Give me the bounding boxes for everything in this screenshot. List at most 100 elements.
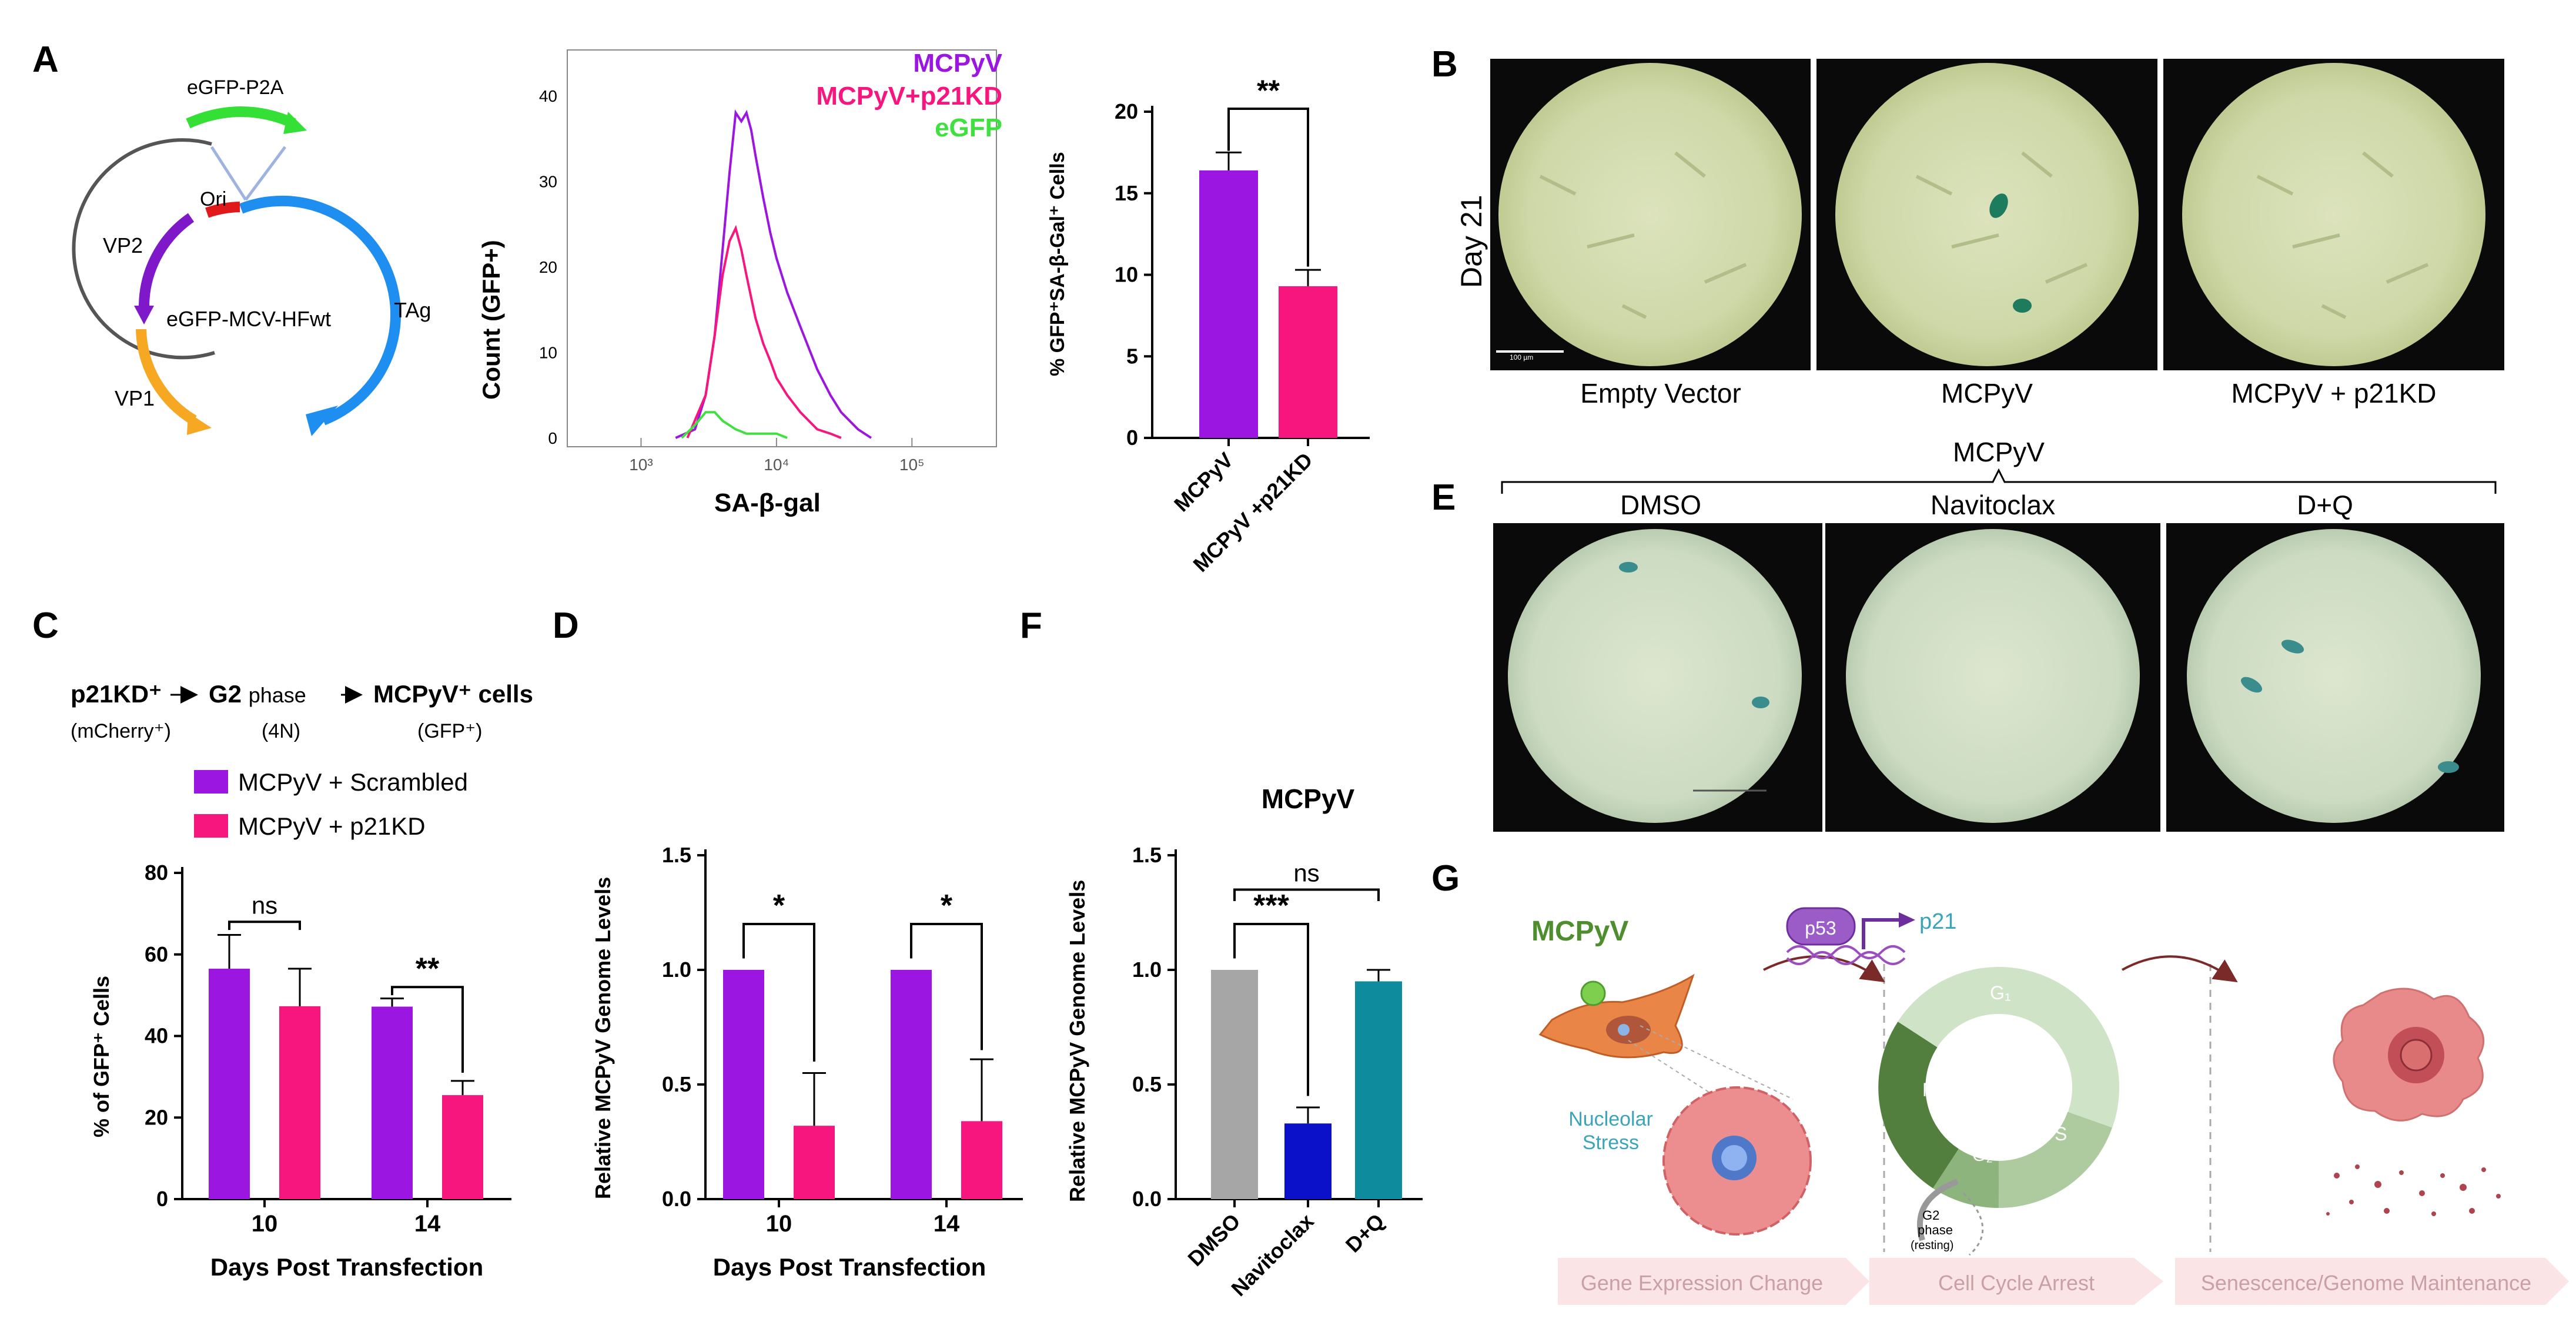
histogram-x-tick-1: 10⁴ xyxy=(764,456,789,474)
plasmid-map: eGFP-P2A Ori VP2 VP1 TAg eGFP-MCV-HFwt xyxy=(72,76,431,436)
chart-f-y-tick-0: 0.0 xyxy=(1132,1187,1162,1211)
histogram-x-tick-0: 10³ xyxy=(629,456,653,474)
panel-letter-e: E xyxy=(1431,477,1456,518)
chart-c-y-label: % of GFP⁺ Cells xyxy=(89,976,113,1137)
chart-c-y-tick-3: 60 xyxy=(145,942,168,966)
chart-c-y-tick-4: 80 xyxy=(145,861,168,885)
nucleolar-label-1: Nucleolar xyxy=(1568,1108,1653,1130)
chart-d-bar-10-1 xyxy=(794,1126,835,1199)
chart-d-y-tick-1: 0.5 xyxy=(662,1072,691,1096)
vp2-arrowhead-icon xyxy=(134,306,154,324)
bar-a-sig-bracket xyxy=(1227,108,1309,267)
histogram-chart: 0 10 20 30 40 10³ 10⁴ 10⁵ Count (GFP+) SA-β-ga… xyxy=(477,49,1003,517)
chart-f-bar-0 xyxy=(1211,970,1258,1199)
plasmid-segment-ori xyxy=(205,202,240,218)
resting-arrow-icon xyxy=(1917,1179,1959,1241)
plasmid-vp1-label: VP1 xyxy=(115,386,155,410)
chart-d-y-tick-0: 0.0 xyxy=(662,1187,691,1211)
insert-line-right xyxy=(244,146,287,201)
chart-d-y-label-line1: Relative MCPyV Genome Levels xyxy=(591,877,615,1199)
panel-letter-b: B xyxy=(1431,44,1458,85)
plasmid-tag-label: TAg xyxy=(394,298,431,322)
bar-a-y-label-1: % GFP⁺SA-β-Gal⁺ Cells xyxy=(1046,152,1069,376)
chart-f-category-0: DMSO xyxy=(1183,1209,1244,1271)
flow-step-2-rest: phase xyxy=(249,683,306,707)
panel-letter-g: G xyxy=(1431,858,1460,899)
virion-icon xyxy=(1580,980,1606,1006)
bar-a-bar-1 xyxy=(1279,286,1337,438)
histogram-y-tick-3: 30 xyxy=(539,172,557,190)
stage-label-2: Cell Cycle Arrest xyxy=(1938,1271,2095,1295)
legend-scrambled: MCPyV + Scrambled xyxy=(238,768,468,796)
chart-c-bar-14-1 xyxy=(442,1095,483,1199)
chart-c-bar-10-1 xyxy=(279,1006,320,1199)
panel-b-micrographs: Day 21 100 µm Empty Vector MCPyV MCPyV +… xyxy=(1455,59,2504,409)
panel-letter-f: F xyxy=(1020,605,1042,646)
chart-c-y-tick-1: 20 xyxy=(145,1105,168,1129)
insert-line-left xyxy=(210,146,247,201)
chart-c-sig-14-label: ** xyxy=(416,952,440,986)
resting-label-3: (resting) xyxy=(1911,1239,1953,1252)
bar-a-bar-0 xyxy=(1199,170,1258,438)
plasmid-segment-vp1 xyxy=(136,329,197,425)
legend-p21kd-c: MCPyV + p21KD xyxy=(238,812,426,840)
histogram-series xyxy=(675,109,872,439)
histogram-y-label: Count (GFP+) xyxy=(477,240,505,400)
micrograph-dmso xyxy=(1493,523,1822,832)
stage-arrow-3 xyxy=(2175,1258,2569,1305)
chart-d-y-tick-2: 1.0 xyxy=(662,958,691,982)
cycle-s: S xyxy=(2055,1123,2067,1144)
histogram-line-mcpyv-p21kd xyxy=(686,225,842,439)
histogram-line-mcpyv xyxy=(675,109,872,439)
bar-a-y-tick-0: 0 xyxy=(1126,426,1138,450)
flow-step-3: MCPyV⁺ cells xyxy=(373,680,533,708)
chart-c-sig-10-bracket xyxy=(228,920,301,930)
resting-dashed-arrow xyxy=(1962,1192,1984,1256)
micrograph-empty-vector: 100 µm xyxy=(1490,59,1811,370)
chart-d-bar-14-1 xyxy=(961,1121,1002,1199)
chart-f-bar-1 xyxy=(1284,1123,1332,1199)
bar-a-y-tick-4: 20 xyxy=(1115,99,1138,123)
legend-mcpyv: MCPyV xyxy=(913,49,1002,78)
resting-label-1: G2 xyxy=(1922,1208,1939,1223)
histogram-x-tick-2: 10⁵ xyxy=(899,456,925,474)
promoter-arrow-icon xyxy=(1862,918,1899,949)
senescent-nucleolus-icon xyxy=(2400,1039,2433,1072)
transition-arrow-2 xyxy=(2122,955,2238,983)
day-label: Day 21 xyxy=(1455,195,1488,288)
chart-d-y-tick-3: 1.5 xyxy=(662,843,691,867)
stage-arrow-2 xyxy=(1869,1258,2163,1305)
chart-d-category-0: 10 xyxy=(766,1211,792,1237)
panel-c-flow: p21KD⁺ G2 phase MCPyV⁺ cells (mCherry⁺) … xyxy=(71,680,533,840)
chart-f-y-label-wrap: Relative MCPyV Genome Levels xyxy=(1065,880,1089,1202)
zoom-line-1 xyxy=(1628,1040,1711,1094)
caption-empty-vector: Empty Vector xyxy=(1580,378,1741,409)
p53-badge xyxy=(1786,907,1856,946)
genome-levels-chart-f: MCPyV Relative MCPyV Genome Levels 0.0 0.… xyxy=(1065,784,1423,1301)
bar-a-sig-label: ** xyxy=(1257,74,1280,107)
bar-a-y-tick-3: 15 xyxy=(1115,181,1138,205)
panel-letter-a: A xyxy=(32,39,59,80)
plasmid-backbone xyxy=(72,138,215,360)
histogram-x-label: SA-β-gal xyxy=(714,488,821,517)
chart-c-category-0: 10 xyxy=(252,1211,278,1237)
bar-a-y-tick-1: 5 xyxy=(1126,344,1138,368)
virus-label: MCPyV xyxy=(1531,916,1628,947)
histogram-frame xyxy=(567,49,997,447)
zoom-line-2 xyxy=(1640,1025,1794,1100)
histogram-y-tick-1: 10 xyxy=(539,343,557,361)
senescence-bar-chart: % GFP⁺SA-β-Gal⁺ Cells 05101520MCPyVMCPyV… xyxy=(1046,74,1370,577)
panel-e-micrographs: MCPyV DMSO Navitoclax D+Q xyxy=(1493,437,2504,832)
chart-d-category-1: 14 xyxy=(934,1211,960,1237)
flow-sub-2: (4N) xyxy=(262,720,300,742)
chart-c-y-tick-0: 0 xyxy=(156,1187,168,1211)
plasmid-segment-vp2 xyxy=(138,213,195,309)
flow-sub-1: (mCherry⁺) xyxy=(71,720,171,742)
chart-c-category-1: 14 xyxy=(414,1211,441,1237)
chart-d-bar-14-0 xyxy=(891,970,932,1199)
micrograph-mcpyv-p21kd xyxy=(2163,59,2504,370)
chart-f-category-2: D+Q xyxy=(1341,1209,1389,1257)
chart-f-sig-dq-bracket xyxy=(1233,888,1380,901)
caption-dmso: DMSO xyxy=(1620,490,1701,520)
